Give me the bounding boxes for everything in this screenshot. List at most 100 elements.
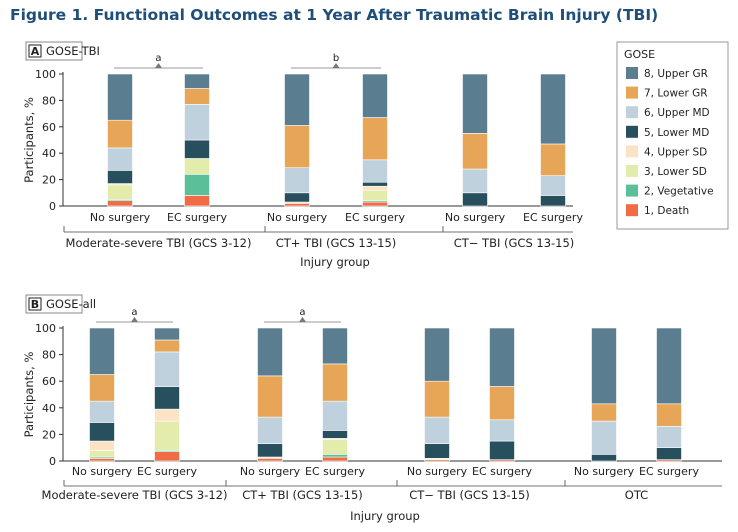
- panel-label-badge: A GOSE-TBI: [25, 41, 100, 61]
- x-category-label: No surgery: [407, 465, 468, 478]
- significance-arrow-icon: [131, 317, 138, 322]
- bar-segment: [540, 195, 566, 207]
- legend-swatch: [626, 165, 638, 177]
- bar-segment: [284, 125, 310, 169]
- bar-segment: [489, 440, 515, 460]
- x-category-label: EC surgery: [305, 465, 365, 478]
- group-label: CT− TBI (GCS 13-15): [454, 236, 575, 250]
- bar-segment: [89, 374, 115, 402]
- y-axis-label: Participants, %: [22, 97, 36, 183]
- bar-segment: [89, 450, 115, 458]
- bar-segment: [591, 403, 617, 422]
- legend-swatch: [626, 125, 638, 138]
- figure-title: Figure 1. Functional Outcomes at 1 Year …: [10, 6, 659, 24]
- bar-segment: [591, 327, 617, 405]
- bar-segment: [656, 403, 682, 427]
- bar-segment: [184, 104, 210, 141]
- bar-segment: [540, 143, 566, 176]
- bar-segment: [362, 189, 388, 202]
- group-label: OTC: [625, 488, 648, 502]
- x-category-label: EC surgery: [137, 465, 197, 478]
- bar-segment: [284, 73, 310, 126]
- bar-segment: [424, 327, 450, 382]
- x-category-label: EC surgery: [523, 211, 583, 224]
- x-category-label: EC surgery: [639, 465, 699, 478]
- x-axis-label: Injury group: [350, 509, 420, 523]
- bar-segment: [284, 192, 310, 203]
- bar-segment: [154, 420, 180, 451]
- legend-title: GOSE: [624, 48, 655, 61]
- bar-segment: [322, 363, 348, 402]
- significance-arrow-icon: [299, 317, 306, 322]
- y-tick-label: 100: [35, 68, 56, 81]
- y-tick-label: 20: [42, 174, 56, 187]
- legend-item: 3, Lower SD: [626, 165, 707, 178]
- panel-label-badge: B GOSE-all: [25, 294, 96, 314]
- bar-group: No surgery EC surgery Moderate-severe TBI …: [42, 307, 228, 502]
- bar-segment: [540, 73, 566, 145]
- bar-group: No surgery EC surgery Moderate-severe TBI …: [63, 53, 265, 250]
- significance-label: a: [299, 307, 305, 318]
- bar-segment: [154, 386, 180, 410]
- x-category-label: No surgery: [574, 465, 635, 478]
- bar-segment: [462, 73, 488, 134]
- legend-swatch: [626, 67, 638, 79]
- bar-segment: [656, 426, 682, 449]
- panel-title: GOSE-all: [46, 297, 96, 311]
- panel-title: GOSE-TBI: [46, 44, 100, 58]
- bar-segment: [154, 351, 180, 387]
- legend-label: 6, Upper MD: [644, 107, 710, 119]
- y-tick-label: 60: [42, 375, 56, 388]
- x-category-label: EC surgery: [472, 465, 532, 478]
- bar-segment: [184, 139, 210, 159]
- legend-swatch: [626, 106, 638, 119]
- bar-segment: [154, 408, 180, 422]
- y-tick-label: 40: [42, 147, 56, 160]
- panel-letter: B: [31, 298, 39, 311]
- bar-segment: [284, 203, 310, 207]
- panel-a: A GOSE-TBI 0 20 40 60 80 100 Participants, % No s…: [22, 41, 583, 269]
- x-category-label: No surgery: [72, 465, 133, 478]
- legend-item: 6, Upper MD: [626, 106, 710, 119]
- bar-group: No surgery EC surgery CT+ TBI (GCS 13-15) a: [225, 307, 397, 502]
- bar-segment: [107, 73, 133, 121]
- bar-segment: [489, 386, 515, 421]
- bar-segment: [184, 73, 210, 89]
- bar-segment: [107, 184, 133, 200]
- bar-segment: [362, 117, 388, 161]
- legend-swatch: [626, 86, 638, 99]
- y-tick-label: 80: [42, 94, 56, 107]
- bar-segment: [591, 454, 617, 462]
- bar-segment: [89, 400, 115, 423]
- y-tick-label: 0: [49, 455, 56, 468]
- bar-segment: [284, 167, 310, 194]
- y-tick-label: 80: [42, 349, 56, 362]
- significance-label: b: [333, 53, 339, 64]
- bar-segment: [424, 380, 450, 418]
- legend-label: 5, Lower MD: [644, 127, 709, 139]
- bar-segment: [107, 119, 133, 149]
- legend-label: 7, Lower GR: [644, 88, 708, 100]
- y-axis-label: Participants, %: [22, 352, 36, 438]
- bar-group: No surgery EC surgery OTC: [564, 327, 722, 502]
- significance-label: a: [131, 307, 137, 318]
- bar-segment: [322, 454, 348, 458]
- bar-segment: [184, 158, 210, 175]
- significance-marker: b: [291, 53, 381, 69]
- x-category-label: EC surgery: [167, 211, 227, 224]
- bar-segment: [257, 375, 283, 418]
- bar-segment: [462, 168, 488, 194]
- legend-item: 8, Upper GR: [626, 67, 708, 80]
- bar-segment: [89, 458, 115, 462]
- group-label: CT+ TBI (GCS 13-15): [276, 236, 397, 250]
- bar-segment: [107, 200, 133, 207]
- panel-letter-box: [28, 44, 42, 58]
- legend-label: 8, Upper GR: [644, 68, 708, 80]
- significance-marker: a: [114, 53, 203, 69]
- x-category-label: No surgery: [267, 211, 328, 224]
- bar-segment: [322, 439, 348, 455]
- bar-segment: [424, 416, 450, 445]
- significance-marker: a: [96, 307, 173, 323]
- bar-segment: [362, 159, 388, 183]
- bar-segment: [362, 73, 388, 118]
